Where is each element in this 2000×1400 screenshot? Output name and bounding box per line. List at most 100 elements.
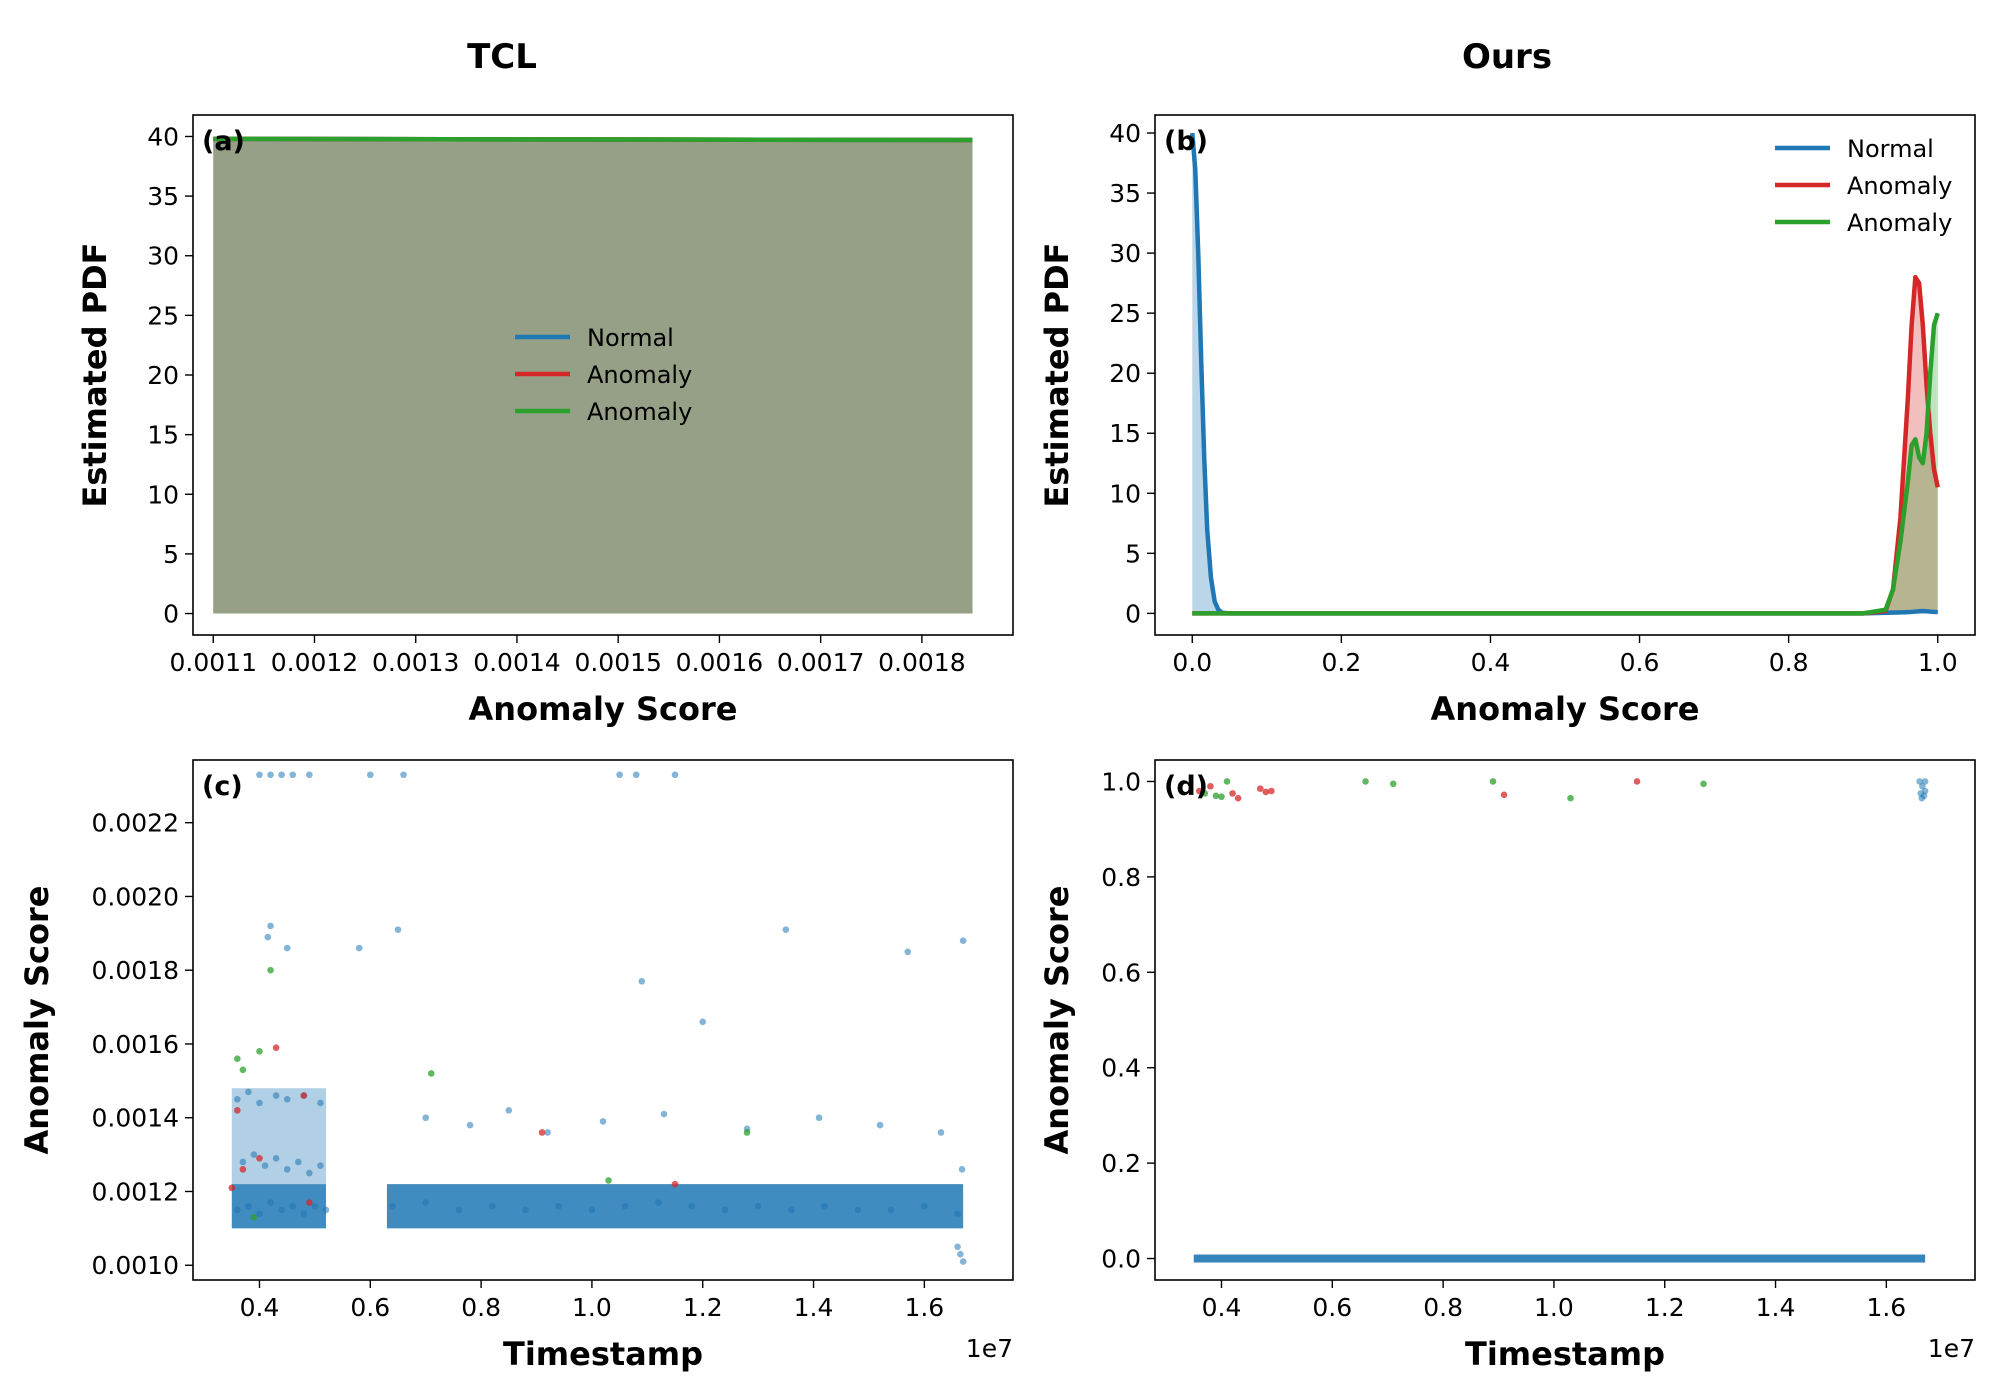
column-title-ours: Ours bbox=[1462, 37, 1552, 77]
scatter-point-anomaly-2 bbox=[1389, 780, 1397, 788]
scatter-point-anomaly-2 bbox=[1218, 793, 1225, 801]
x-tick-label: 0.4 bbox=[1202, 1293, 1242, 1322]
plot-area bbox=[1190, 132, 1940, 616]
x-tick-label: 0.0015 bbox=[574, 648, 661, 677]
scatter-point-normal-0 bbox=[887, 1206, 895, 1214]
x-axis-label: Timestamp bbox=[1465, 1335, 1665, 1373]
scatter-point-normal-0 bbox=[322, 1206, 330, 1214]
y-tick-label: 15 bbox=[147, 421, 179, 450]
y-tick-label: 0.8 bbox=[1101, 863, 1141, 892]
y-tick-label: 20 bbox=[1109, 359, 1141, 388]
y-tick-label: 0.0 bbox=[1101, 1245, 1141, 1274]
scatter-point-normal-0 bbox=[261, 1162, 269, 1169]
x-tick-label: 0.0012 bbox=[271, 648, 358, 677]
scatter-point-anomaly-2 bbox=[1362, 778, 1369, 785]
scatter-point-normal-0 bbox=[245, 1202, 252, 1210]
panel-c: 0.4 0.6 0.8 1.0 1.2 1.4 1.6 0.0010 0.0012 0.0014 0… bbox=[18, 759, 1014, 1373]
scatter-point-anomaly-2 bbox=[1567, 794, 1574, 802]
x-tick-label: 0.0014 bbox=[473, 648, 560, 677]
y-tick-label: 25 bbox=[147, 301, 179, 330]
scatter-point-normal-0 bbox=[588, 1206, 596, 1214]
x-tick-label: 0.6 bbox=[1312, 1293, 1352, 1322]
plot-area bbox=[1193, 778, 1929, 1263]
panel-d: 0.4 0.6 0.8 1.0 1.2 1.4 1.6 0.0 0.2 0.4 0.6 0.8 1.0 T… bbox=[1038, 759, 1976, 1373]
scatter-point-anomaly-2 bbox=[239, 1066, 247, 1074]
scatter-point-normal-0 bbox=[239, 1158, 247, 1166]
scatter-point-normal-0 bbox=[788, 1206, 795, 1214]
scatter-point-anomaly-1 bbox=[239, 1166, 247, 1173]
scatter-point-anomaly-1 bbox=[1262, 788, 1270, 796]
plot-area bbox=[213, 136, 973, 614]
scatter-point-normal-0 bbox=[466, 1121, 474, 1129]
legend: Normal Anomaly Anomaly bbox=[1775, 135, 1952, 237]
x-tick-label: 0.4 bbox=[240, 1293, 280, 1322]
x-axis-label: Timestamp bbox=[503, 1335, 703, 1373]
x-tick-label: 1.0 bbox=[1918, 648, 1958, 677]
x-axis-label: Anomaly Score bbox=[469, 690, 738, 728]
scatter-point-normal-0 bbox=[957, 1250, 964, 1258]
scatter-point-anomaly-1 bbox=[234, 1107, 241, 1114]
scatter-point-normal-0 bbox=[422, 1114, 430, 1122]
scatter-point-normal-0 bbox=[616, 771, 623, 779]
y-tick-label: 0.0018 bbox=[92, 956, 179, 985]
y-tick-label: 35 bbox=[147, 182, 179, 211]
normal-dense-cluster-1 bbox=[386, 1184, 964, 1229]
normal-sparse-cluster bbox=[231, 1088, 326, 1185]
scatter-point-anomaly-2 bbox=[1700, 780, 1707, 788]
scatter-point-anomaly-2 bbox=[605, 1177, 612, 1184]
scatter-point-anomaly-1 bbox=[671, 1180, 679, 1188]
scatter-point-normal-0 bbox=[954, 1243, 961, 1251]
legend-label-anomaly: Anomaly bbox=[587, 398, 692, 426]
scatter-point-normal-0 bbox=[267, 771, 274, 779]
scatter-point-anomaly-1 bbox=[1234, 794, 1242, 802]
y-tick-label: 10 bbox=[147, 480, 179, 509]
scatter-point-normal-0 bbox=[245, 1088, 252, 1096]
x-axis-label: Anomaly Score bbox=[1431, 690, 1700, 728]
scatter-point-anomaly-2 bbox=[1223, 778, 1231, 785]
scatter-point-anomaly-1 bbox=[272, 1044, 280, 1051]
scatter-point-anomaly-1 bbox=[1207, 782, 1214, 790]
x-tick-label: 0.0018 bbox=[878, 648, 965, 677]
y-tick-label: 25 bbox=[1109, 299, 1141, 328]
x-tick-label: 0.0 bbox=[1172, 648, 1212, 677]
axes-frame bbox=[1154, 114, 1976, 636]
y-tick-label: 0.4 bbox=[1101, 1054, 1141, 1083]
y-tick-label: 40 bbox=[147, 122, 179, 151]
legend-label-normal: Normal bbox=[1847, 135, 1934, 163]
scatter-point-normal-0 bbox=[394, 926, 402, 933]
scatter-point-normal-0 bbox=[256, 1210, 263, 1217]
panel-tag: (b) bbox=[1164, 126, 1208, 157]
scatter-point-normal-0 bbox=[599, 1118, 607, 1125]
scatter-point-normal-0 bbox=[688, 1202, 695, 1210]
scatter-point-anomaly-2 bbox=[1489, 778, 1497, 785]
scatter-point-normal-0 bbox=[699, 1018, 707, 1026]
scatter-point-normal-0 bbox=[632, 771, 640, 779]
scatter-point-normal-0 bbox=[283, 944, 291, 952]
scatter-point-normal-0 bbox=[1916, 778, 1923, 785]
scatter-point-anomaly-1 bbox=[538, 1129, 546, 1136]
y-axis-label: Anomaly Score bbox=[1038, 886, 1076, 1155]
scatter-point-normal-0 bbox=[876, 1121, 884, 1129]
y-tick-label: 0.0022 bbox=[92, 809, 179, 838]
scatter-point-normal-0 bbox=[272, 1154, 280, 1162]
scatter-point-anomaly-2 bbox=[743, 1129, 751, 1136]
scatter-point-normal-0 bbox=[1919, 782, 1926, 790]
legend: Normal Anomaly Anomaly bbox=[515, 324, 692, 426]
y-tick-label: 0.0020 bbox=[92, 882, 179, 911]
scatter-point-normal-0 bbox=[300, 1210, 308, 1217]
legend-label-anomaly: Anomaly bbox=[1847, 172, 1952, 200]
scatter-point-normal-0 bbox=[272, 1092, 280, 1099]
scatter-point-normal-0 bbox=[389, 1202, 396, 1210]
scatter-point-normal-0 bbox=[671, 771, 679, 779]
scatter-point-normal-0 bbox=[234, 1206, 241, 1214]
series-line-anomaly-2 bbox=[1192, 312, 1940, 616]
x-tick-label: 0.6 bbox=[1620, 648, 1660, 677]
axes-frame bbox=[1154, 759, 1976, 1281]
y-tick-label: 5 bbox=[163, 540, 179, 569]
scatter-point-anomaly-2 bbox=[256, 1048, 263, 1055]
scatter-point-normal-0 bbox=[311, 1202, 319, 1210]
x-offset-label: 1e7 bbox=[1928, 1334, 1975, 1363]
x-tick-label: 0.6 bbox=[350, 1293, 390, 1322]
scatter-point-normal-0 bbox=[488, 1202, 496, 1210]
y-tick-label: 0.0016 bbox=[92, 1030, 179, 1059]
